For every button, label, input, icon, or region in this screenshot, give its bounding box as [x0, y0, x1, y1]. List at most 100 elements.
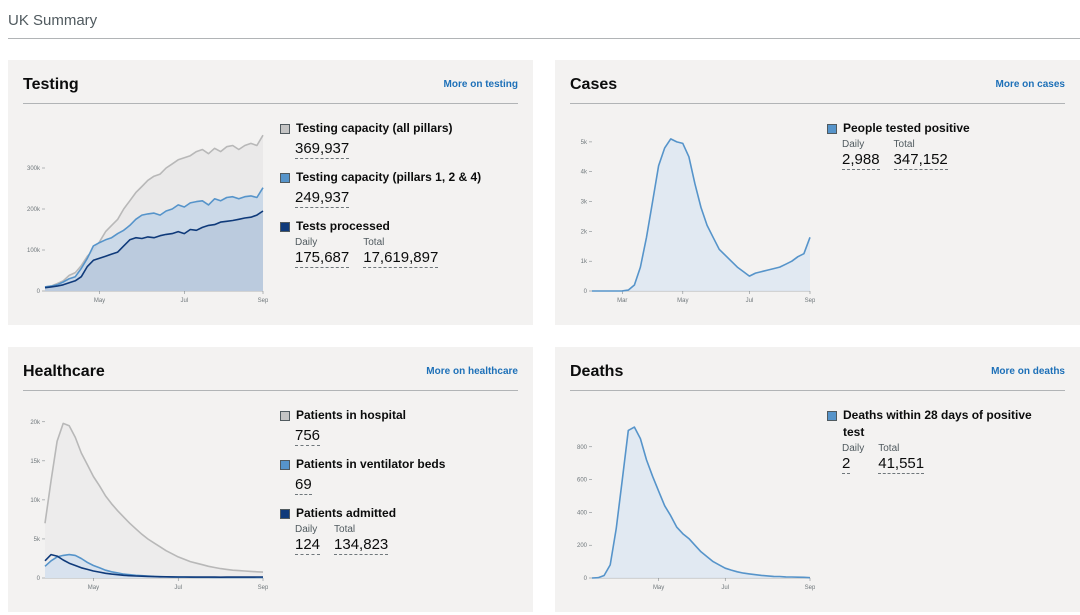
daily-value[interactable]: 2	[842, 455, 851, 474]
y-tick-label: 300k	[27, 166, 41, 172]
metric-value[interactable]: 369,937	[295, 140, 350, 159]
x-tick-label: Sep	[258, 585, 268, 591]
testing-card: Testing More on testing 0 100k 200k 300k May…	[8, 60, 533, 325]
metric-label: Tests processed	[296, 219, 390, 233]
daily-label: Daily	[842, 443, 865, 454]
series-area-2	[45, 211, 263, 291]
metric-patients-in-hospital: Patients in hospital 756	[280, 407, 520, 446]
metric-value[interactable]: 69	[295, 476, 312, 495]
total-label: Total	[878, 443, 900, 454]
y-tick-label: 5k	[34, 537, 41, 543]
metric-label: Testing capacity (all pillars)	[296, 121, 453, 135]
swatch-light-blue	[827, 411, 837, 421]
metric-label: People tested positive	[843, 121, 970, 135]
healthcare-title: Healthcare	[23, 363, 105, 380]
metric-tests-processed: Tests processed Daily 175,687 Total 17,619…	[280, 218, 520, 268]
metric-label: Patients admitted	[296, 506, 397, 520]
x-tick-label: Jul	[174, 585, 182, 591]
metric-label: Deaths within 28 days of positive test	[843, 408, 1032, 439]
deaths-title: Deaths	[570, 363, 624, 380]
x-tick-label: Sep	[805, 298, 815, 304]
x-tick-label: May	[88, 585, 99, 591]
metric-label: Patients in hospital	[296, 408, 407, 422]
metric-label: Patients in ventilator beds	[296, 457, 446, 471]
metric-label: Testing capacity (pillars 1, 2 & 4)	[296, 170, 482, 184]
deaths-chart: 0 200 400 600 800 May Jul Sep	[577, 426, 815, 591]
metric-value[interactable]: 249,937	[295, 189, 350, 208]
y-tick-label: 1k	[581, 259, 588, 265]
y-tick-label: 600	[577, 478, 588, 484]
swatch-light-blue	[827, 124, 837, 134]
daily-label: Daily	[295, 237, 318, 248]
testing-metrics: Testing capacity (all pillars) 369,937 T…	[280, 120, 520, 278]
series-line-0	[592, 138, 811, 292]
series-area-0	[45, 423, 263, 578]
daily-value[interactable]: 124	[295, 536, 321, 555]
more-on-testing-link[interactable]: More on testing	[443, 79, 518, 90]
swatch-grey	[280, 411, 290, 421]
x-tick-label: May	[653, 585, 664, 591]
healthcare-metrics: Patients in hospital 756 Patients in ven…	[280, 407, 520, 565]
daily-label: Daily	[295, 524, 318, 535]
y-tick-label: 3k	[581, 200, 588, 206]
y-tick-label: 800	[577, 445, 588, 451]
y-tick-label: 200k	[27, 207, 41, 213]
y-tick-label: 5k	[581, 140, 588, 146]
y-tick-label: 20k	[30, 420, 41, 426]
total-value[interactable]: 134,823	[334, 536, 389, 555]
x-tick-label: Sep	[258, 298, 268, 304]
deaths-card: Deaths More on deaths 0 200 400 600 800 May Ju…	[555, 347, 1080, 612]
series-line-0	[591, 426, 811, 579]
x-tick-label: Jul	[721, 585, 729, 591]
x-tick-label: May	[94, 298, 105, 304]
series-line-2	[44, 210, 264, 289]
series-area-0	[592, 427, 810, 578]
total-value[interactable]: 17,619,897	[363, 249, 439, 268]
y-tick-label: 400	[577, 510, 588, 516]
x-tick-label: Mar	[617, 298, 627, 304]
total-value[interactable]: 41,551	[878, 455, 925, 474]
metric-deaths-28-days: Deaths within 28 days of positive test D…	[827, 407, 1052, 474]
x-tick-label: May	[677, 298, 688, 304]
metric-patients-in-ventilator-beds: Patients in ventilator beds 69	[280, 456, 520, 495]
swatch-dark-blue	[280, 509, 290, 519]
cases-metrics: People tested positive Daily 2,988 Total 3…	[827, 120, 1067, 180]
series-area-0	[592, 138, 810, 291]
deaths-card-header: Deaths More on deaths	[570, 363, 1065, 391]
swatch-light-blue	[280, 173, 290, 183]
metric-patients-admitted: Patients admitted Daily 124 Total 134,823	[280, 505, 520, 555]
title-divider	[8, 38, 1080, 39]
metric-value[interactable]: 756	[295, 427, 321, 446]
y-tick-label: 0	[37, 289, 41, 295]
x-tick-label: Jul	[746, 298, 754, 304]
y-tick-label: 100k	[27, 248, 41, 254]
x-tick-label: Sep	[805, 585, 815, 591]
y-tick-label: 0	[584, 576, 588, 582]
y-tick-label: 10k	[30, 498, 41, 504]
healthcare-card: Healthcare More on healthcare 0 5k 10k 15k 2…	[8, 347, 533, 612]
total-label: Total	[363, 237, 385, 248]
daily-value[interactable]: 175,687	[295, 249, 350, 268]
deaths-metrics: Deaths within 28 days of positive test D…	[827, 407, 1052, 484]
page-title: UK Summary	[8, 12, 98, 29]
y-tick-label: 0	[584, 289, 588, 295]
y-tick-label: 200	[577, 543, 588, 549]
total-value[interactable]: 347,152	[893, 151, 948, 170]
metric-people-tested-positive: People tested positive Daily 2,988 Total 3…	[827, 120, 1067, 170]
cases-chart: 0 1k 2k 3k 4k 5k Mar May Jul Sep	[581, 138, 815, 304]
series-line-0	[44, 422, 264, 573]
series-line-2	[44, 553, 263, 578]
daily-label: Daily	[842, 139, 865, 150]
healthcare-card-header: Healthcare More on healthcare	[23, 363, 518, 391]
y-tick-label: 2k	[581, 229, 588, 235]
more-on-cases-link[interactable]: More on cases	[995, 79, 1065, 90]
cases-card: Cases More on cases 0 1k 2k 3k 4k 5k Mar May Jul…	[555, 60, 1080, 325]
more-on-deaths-link[interactable]: More on deaths	[991, 366, 1065, 377]
swatch-grey	[280, 124, 290, 134]
more-on-healthcare-link[interactable]: More on healthcare	[426, 366, 518, 377]
daily-value[interactable]: 2,988	[842, 151, 880, 170]
metric-testing-capacity-all: Testing capacity (all pillars) 369,937	[280, 120, 520, 159]
testing-card-header: Testing More on testing	[23, 76, 518, 104]
y-tick-label: 15k	[30, 459, 41, 465]
series-line-1	[44, 187, 264, 288]
